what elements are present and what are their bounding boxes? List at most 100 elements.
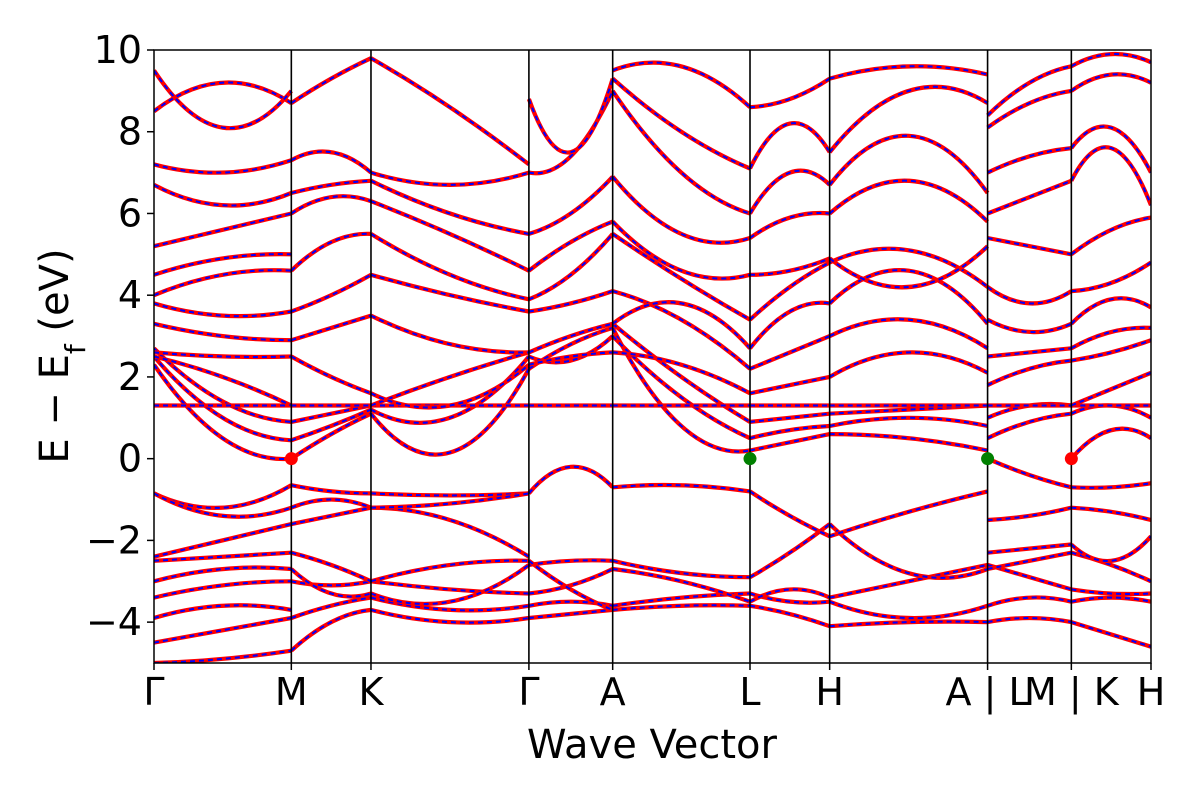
band-line-dashed-s8-b15 xyxy=(1070,216,1151,256)
band-line-solid-s4-b15 xyxy=(610,89,751,216)
band-line-dashed-s7-b0 xyxy=(987,617,1072,624)
band-line-dashed-s8-b6 xyxy=(1071,482,1151,489)
band-line-solid-s8-b10 xyxy=(1070,370,1151,408)
band-line-solid-s4-b4 xyxy=(612,482,751,494)
band-line-dashed-s5-b0 xyxy=(749,604,831,628)
band-line-solid-s5-b0 xyxy=(749,603,831,629)
band-line-dashed-s4-b12 xyxy=(612,233,751,321)
band-line-dashed-s5-b3 xyxy=(749,523,831,579)
band-line-solid-s1-b17 xyxy=(290,178,372,196)
band-line-dashed-s5-b2 xyxy=(749,588,831,603)
band-line-dashed-s6-b4 xyxy=(829,490,988,538)
band-line-dashed-s8-b16 xyxy=(1070,146,1151,206)
band-line-dashed-s6-b15 xyxy=(828,134,989,194)
band-line-solid-s2-b13 xyxy=(370,313,529,355)
band-line-dashed-s8-b11 xyxy=(1071,339,1151,362)
band-line-dashed-s2-b2 xyxy=(370,580,529,595)
y-axis-label: E − Ef (eV) xyxy=(32,248,92,463)
band-line-solid-s2-b9 xyxy=(369,355,531,425)
band-line-dashed-s7-b14 xyxy=(987,237,1072,256)
band-line-solid-s0-b2 xyxy=(154,603,292,621)
band-line-solid-s5-b15 xyxy=(748,168,832,215)
band-line-dashed-s7-b10 xyxy=(987,359,1072,386)
band-line-dashed-s6-b13 xyxy=(829,245,989,289)
plot-frame xyxy=(153,49,1152,664)
band-line-dashed-s0-b20 xyxy=(154,184,292,207)
y-tick-label-2: 0 xyxy=(118,437,142,481)
x-tick-label-1: M xyxy=(275,670,308,714)
band-line-solid-s0-b16 xyxy=(154,301,292,319)
band-line-dashed-s6-b11 xyxy=(829,269,989,325)
band-line-dashed-s6-b3 xyxy=(829,523,988,579)
band-line-dashed-s7-b4 xyxy=(987,506,1072,521)
band-line-dashed-s7-b5 xyxy=(987,543,1072,554)
band-line-solid-s6-b4 xyxy=(829,489,989,539)
band-line-dashed-s3-b13 xyxy=(528,220,614,272)
band-line-solid-s0-b6 xyxy=(154,522,292,559)
band-line-solid-s0-b21 xyxy=(154,158,292,175)
band-line-dashed-s7-b11 xyxy=(987,347,1072,358)
band-line-solid-s4-b14 xyxy=(611,175,751,245)
band-line-solid-s2-b19 xyxy=(369,56,531,167)
band-line-solid-s0-b5 xyxy=(154,550,292,563)
band-line-dashed-s1-b15 xyxy=(290,232,372,272)
band-line-dashed-s5-b9 xyxy=(749,375,830,395)
band-line-dashed-s7-b16 xyxy=(987,147,1072,174)
band-line-dashed-s2-b16 xyxy=(370,200,530,272)
band-line-solid-s7-b10 xyxy=(986,358,1072,387)
band-line-dashed-s1-b8 xyxy=(290,412,372,460)
band-line-dashed-s5-b13 xyxy=(749,257,831,276)
x-axis-label: Wave Vector xyxy=(527,722,778,768)
band-line-dashed-s1-b5 xyxy=(291,506,372,526)
band-line-dashed-s6-b14 xyxy=(829,179,989,223)
x-tick-label-7: A | L xyxy=(946,670,1030,715)
band-line-dashed-s7-b6 xyxy=(987,457,1072,489)
band-line-dashed-s3-b16 xyxy=(527,78,614,154)
band-line-dashed-s2-b3 xyxy=(370,564,530,605)
band-line-dashed-s1-b18 xyxy=(290,150,372,174)
band-line-dashed-s2-b18 xyxy=(370,171,530,186)
band-line-dashed-s0-b9 xyxy=(154,364,292,461)
band-edge-marker-3 xyxy=(1064,452,1078,466)
band-line-solid-s8-b7 xyxy=(1069,426,1151,461)
x-axis-ticks: Γ M K Γ A L H A | LM | K H xyxy=(143,663,1165,715)
band-line-solid-s6-b14 xyxy=(828,178,990,224)
band-line-dashed-s4-b10 xyxy=(612,290,751,370)
band-line-dashed-s1-b4 xyxy=(291,551,372,583)
band-line-dashed-s7-b13 xyxy=(987,286,1072,305)
band-line-dashed-s2-b0 xyxy=(370,608,530,624)
band-line-dashed-s3-b0 xyxy=(528,608,613,619)
band-line-dashed-s7-b17 xyxy=(987,89,1072,129)
high-symmetry-lines xyxy=(290,50,1073,663)
band-line-solid-s0-b1 xyxy=(154,615,292,645)
band-line-solid-s0-b23 xyxy=(154,69,293,131)
band-edge-marker-2 xyxy=(981,452,995,466)
band-line-dashed-s2-b5 xyxy=(370,506,530,558)
band-line-dashed-s8-b18 xyxy=(1070,73,1151,92)
band-line-dashed-s3-b5 xyxy=(528,465,614,495)
band-line-dashed-s1-b19 xyxy=(290,57,372,104)
band-line-dashed-s0-b13 xyxy=(154,355,292,407)
band-line-dashed-s8-b5 xyxy=(1070,535,1151,563)
band-line-solid-s7-b16 xyxy=(986,146,1072,175)
band-line-solid-s7-b13 xyxy=(986,285,1073,306)
band-line-dashed-s4-b16 xyxy=(612,77,751,170)
band-line-dashed-s1-b6 xyxy=(291,484,372,495)
y-tick-label-0: −4 xyxy=(86,600,142,644)
band-line-solid-s4-b2 xyxy=(612,566,751,604)
band-line-solid-s3-b7 xyxy=(528,334,615,365)
band-line-solid-s6-b9 xyxy=(828,350,989,379)
band-line-solid-s0-b19 xyxy=(154,211,292,249)
band-line-dashed-s5-b15 xyxy=(749,169,831,215)
band-line-solid-s0-b4 xyxy=(154,565,292,584)
y-tick-label-1: −2 xyxy=(86,518,142,562)
band-line-dashed-s3-b15 xyxy=(528,90,614,175)
band-line-solid-s2-b17 xyxy=(370,178,530,236)
y-tick-label-7: 10 xyxy=(94,28,142,72)
band-line-solid-s7-b15 xyxy=(986,178,1073,216)
band-line-dashed-s4-b11 xyxy=(612,301,751,349)
band-line-dashed-s3-b12 xyxy=(528,233,614,301)
band-line-dashed-s2-b7 xyxy=(370,492,530,509)
band-line-dashed-s2-b14 xyxy=(370,273,530,313)
